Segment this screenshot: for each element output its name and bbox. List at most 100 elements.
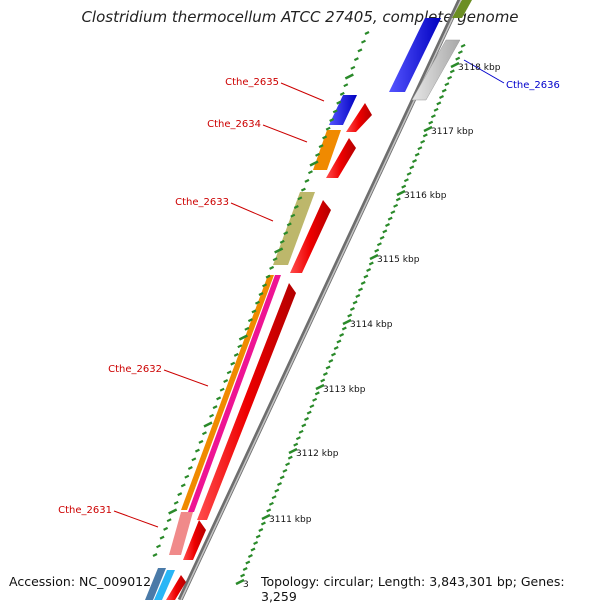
feature-track-minor-tick: [163, 526, 169, 531]
gene-label-cthe-2631[interactable]: Cthe_2631: [58, 505, 112, 516]
scale-minor-tick: [312, 397, 318, 402]
gene-label-cthe-2633[interactable]: Cthe_2633: [175, 197, 229, 208]
feature-track-minor-tick: [212, 405, 218, 410]
scale-minor-tick: [320, 378, 326, 383]
gene-cthe-2633-callout: [230, 202, 274, 222]
accession-label: Accession: NC_009012: [9, 574, 152, 589]
gene-label-cthe-2634[interactable]: Cthe_2634: [207, 119, 261, 130]
feature-track-minor-tick: [226, 370, 232, 375]
scale-minor-tick: [255, 534, 261, 539]
gene-cthe-2631-cds: [183, 520, 206, 560]
scale-minor-tick: [240, 573, 246, 578]
gene-cthe-2635-cds: [346, 103, 372, 132]
feature-track-major-tick: [274, 247, 284, 254]
scale-minor-tick: [363, 274, 369, 279]
scale-tick-label: 3117 kbp: [431, 127, 474, 137]
scale-major-tick: [235, 578, 245, 586]
scale-minor-tick: [414, 152, 420, 157]
scale-minor-tick: [293, 442, 299, 447]
scale-tick-label: 3114 kbp: [350, 320, 393, 330]
feature-track-major-tick: [344, 73, 354, 80]
scale-minor-tick: [395, 197, 401, 202]
feature-track-minor-tick: [216, 396, 222, 401]
scale-minor-tick: [301, 423, 307, 428]
scale-minor-tick: [247, 554, 253, 558]
gene-label-cthe-2632[interactable]: Cthe_2632: [108, 364, 162, 375]
gene-cthe-2636-gray-block: [411, 39, 461, 101]
scale-minor-tick: [387, 216, 393, 221]
feature-track-minor-tick: [269, 265, 275, 270]
scale-minor-tick: [449, 69, 455, 74]
feature-track-minor-tick: [184, 474, 190, 479]
scale-major-tick: [288, 447, 298, 455]
scale-minor-tick: [368, 261, 374, 266]
scale-tick-label: 3116 kbp: [404, 191, 447, 201]
scale-minor-tick: [355, 294, 361, 298]
feature-track-minor-tick: [244, 326, 250, 331]
scale-minor-tick: [347, 313, 353, 318]
scale-minor-tick: [390, 210, 396, 215]
scale-minor-tick: [376, 242, 382, 247]
scale-major-tick: [423, 125, 433, 133]
scale-minor-tick: [444, 82, 450, 87]
gene-label-cthe-2635[interactable]: Cthe_2635: [225, 77, 279, 88]
scale-minor-tick: [420, 139, 426, 144]
scale-minor-tick: [409, 165, 415, 170]
feature-track-minor-tick: [332, 109, 338, 114]
scale-tick-label: 3113 kbp: [323, 385, 366, 395]
feature-track-minor-tick: [180, 483, 186, 488]
gene-cthe-2635-feature: [329, 95, 357, 125]
scale-minor-tick: [406, 171, 412, 176]
scale-minor-tick: [412, 159, 417, 163]
feature-track-minor-tick: [339, 91, 345, 96]
gene-label-cthe-2636[interactable]: Cthe_2636: [506, 80, 560, 91]
scale-minor-tick: [401, 184, 407, 189]
scale-minor-tick: [428, 120, 434, 125]
scale-minor-tick: [309, 404, 315, 409]
scale-minor-tick: [242, 567, 248, 571]
feature-track-minor-tick: [283, 231, 289, 236]
feature-track-minor-tick: [233, 352, 239, 357]
gene-cthe-2631-feature: [169, 512, 193, 555]
feature-track-minor-tick: [307, 170, 313, 175]
feature-track-major-tick: [238, 334, 248, 341]
feature-track-minor-tick: [223, 379, 229, 383]
scale-minor-tick: [295, 436, 301, 441]
scale-minor-tick: [352, 300, 358, 305]
scale-minor-tick: [331, 352, 336, 357]
feature-track-minor-tick: [230, 361, 236, 366]
scale-minor-tick: [260, 521, 266, 526]
feature-track-minor-tick: [209, 413, 215, 418]
scale-minor-tick: [287, 455, 293, 460]
scale-minor-tick: [460, 43, 466, 48]
scale-minor-tick: [341, 326, 347, 331]
olive-feature-top: [452, 0, 472, 18]
feature-track-minor-tick: [262, 283, 268, 288]
scale-minor-tick: [441, 88, 447, 93]
scale-tick-label: 3111 kbp: [269, 515, 312, 525]
feature-track-minor-tick: [325, 126, 331, 131]
feature-track-minor-tick: [357, 48, 363, 53]
feature-track-minor-tick: [187, 466, 193, 470]
scale-major-tick: [450, 61, 460, 69]
feature-track-minor-tick: [219, 387, 225, 392]
feature-track-minor-tick: [198, 439, 204, 444]
feature-track-minor-tick: [350, 65, 356, 70]
scale-minor-tick: [455, 56, 461, 61]
scale-minor-tick: [328, 359, 334, 363]
feature-track-minor-tick: [272, 257, 278, 262]
scale-minor-tick: [325, 365, 331, 370]
scale-minor-tick: [382, 229, 388, 234]
scale-minor-tick: [285, 462, 291, 467]
scale-minor-tick: [349, 307, 355, 311]
scale-minor-tick: [258, 528, 264, 532]
feature-track-minor-tick: [265, 274, 271, 279]
scale-minor-tick: [457, 50, 463, 55]
feature-track-minor-tick: [173, 500, 179, 505]
feature-track-major-tick: [203, 421, 213, 428]
scale-minor-tick: [274, 488, 280, 493]
feature-track-minor-tick: [237, 344, 243, 349]
feature-track-minor-tick: [159, 535, 165, 540]
